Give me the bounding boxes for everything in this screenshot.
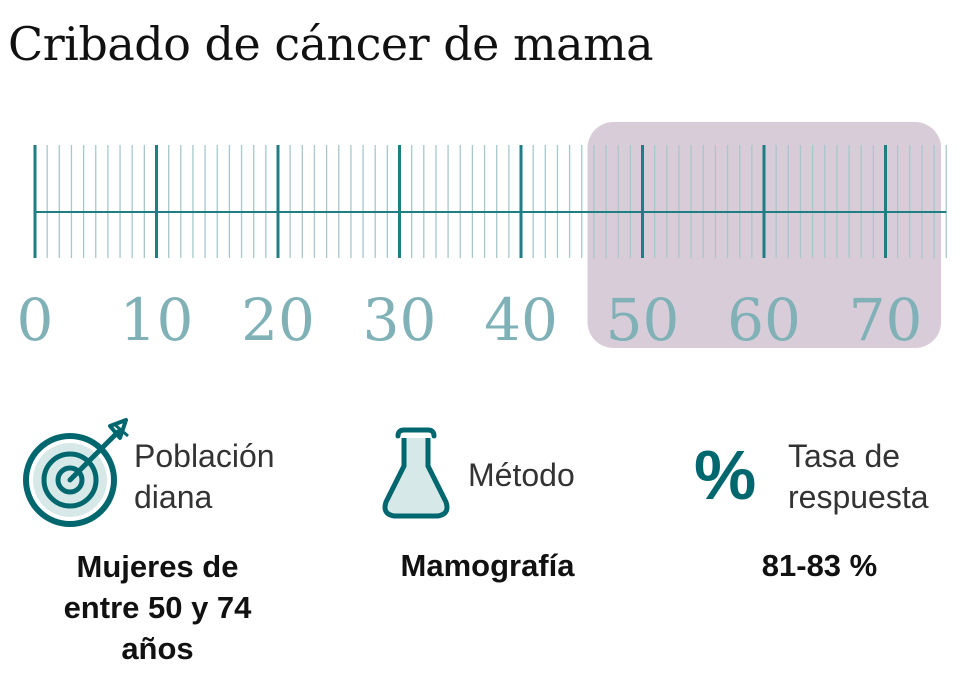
ruler-tick-label: 10 (120, 286, 194, 354)
ruler-tick-label: 20 (241, 286, 315, 354)
ruler-tick-label: 50 (606, 286, 680, 354)
percent-icon: % (694, 436, 757, 514)
card-tasa-label: Tasa de respuesta (788, 438, 929, 515)
flask-icon (382, 427, 450, 519)
ruler-tick-label: 40 (484, 286, 558, 354)
target-icon (23, 418, 129, 527)
card-tasa-value: 81-83 % (761, 548, 878, 583)
ruler-tick-label: 30 (363, 286, 437, 354)
ruler-ticks (33, 145, 947, 258)
age-ruler: 0 10 20 30 40 50 60 70 (17, 122, 947, 354)
ruler-tick-label: 0 (17, 286, 54, 354)
ruler-labels: 0 10 20 30 40 50 60 70 (17, 286, 923, 354)
ruler-tick-label: 60 (727, 286, 801, 354)
card-poblacion-label: Población diana (134, 438, 275, 515)
ruler-tick-label: 70 (849, 286, 923, 354)
card-poblacion-value: Mujeres de entre 50 y 74 años (63, 549, 252, 666)
card-metodo-label: Método (468, 457, 575, 493)
card-metodo-value: Mamografía (400, 548, 575, 583)
page-title: Cribado de cáncer de mama (8, 17, 654, 71)
